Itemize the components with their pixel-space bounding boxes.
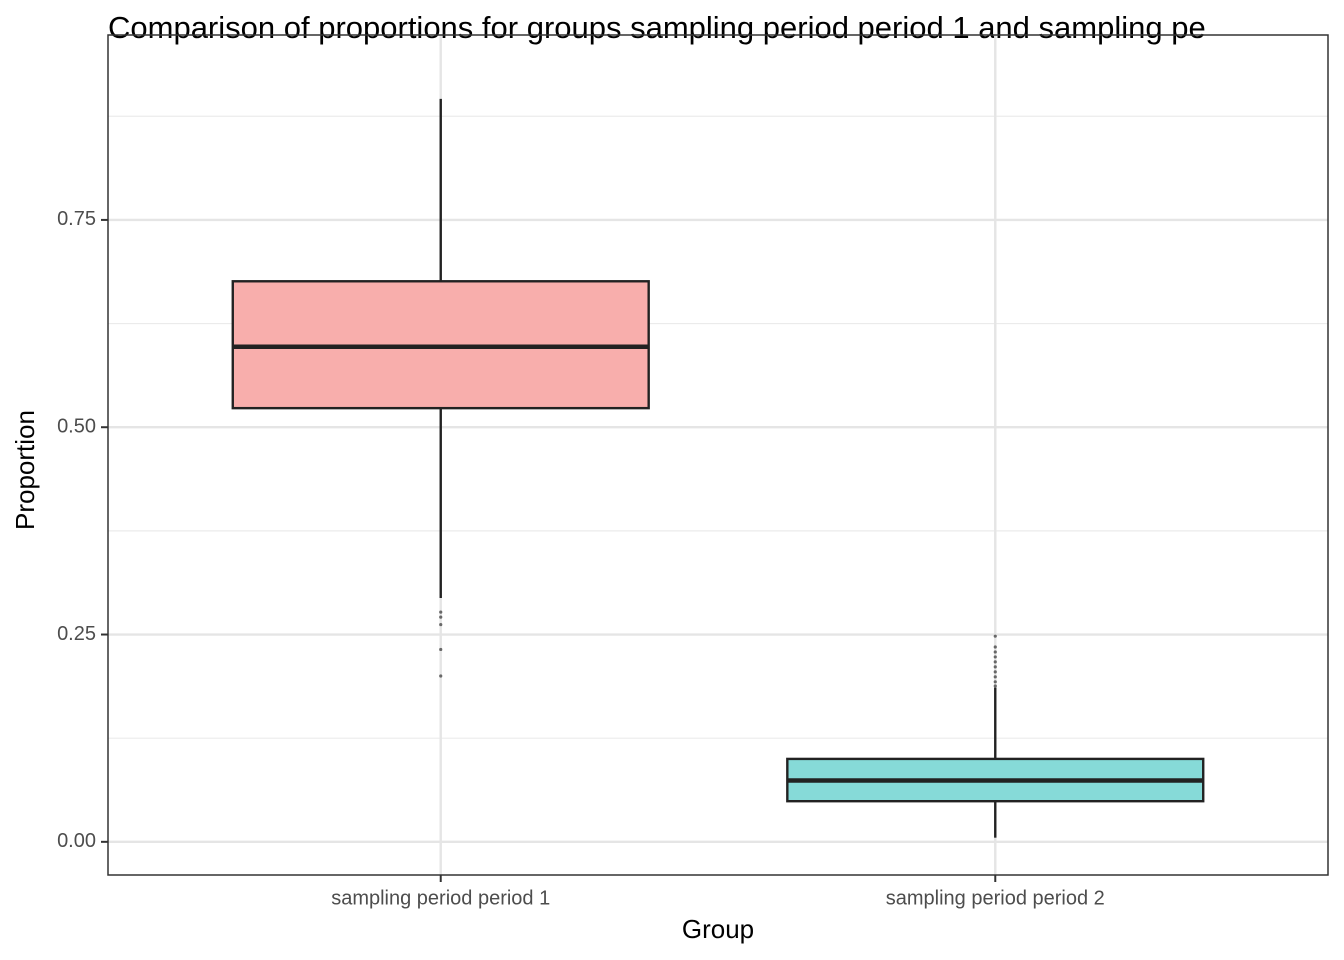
- outlier: [993, 645, 997, 649]
- outlier: [439, 610, 443, 614]
- outlier: [993, 660, 997, 664]
- outlier: [993, 670, 997, 674]
- outlier: [439, 615, 443, 619]
- outlier: [993, 650, 997, 654]
- x-tick-label: sampling period period 2: [886, 887, 1105, 909]
- outlier: [993, 675, 997, 679]
- outlier: [439, 647, 443, 652]
- y-tick-label: 0.00: [57, 830, 96, 852]
- y-tick-label: 0.75: [57, 208, 96, 230]
- outlier: [439, 674, 443, 678]
- x-axis-title: Group: [682, 914, 754, 944]
- outlier: [993, 665, 997, 669]
- chart-title: Comparison of proportions for groups sam…: [108, 10, 1206, 45]
- panel-border: [107, 34, 1329, 876]
- outlier: [993, 634, 997, 638]
- y-tick-label: 0.25: [57, 623, 96, 645]
- y-axis-title: Proportion: [10, 410, 40, 530]
- y-tick-label: 0.50: [57, 416, 96, 438]
- outlier: [993, 680, 997, 684]
- outlier: [439, 622, 443, 627]
- outlier: [993, 655, 997, 659]
- x-tick-label: sampling period period 1: [331, 887, 550, 909]
- outlier: [993, 684, 997, 688]
